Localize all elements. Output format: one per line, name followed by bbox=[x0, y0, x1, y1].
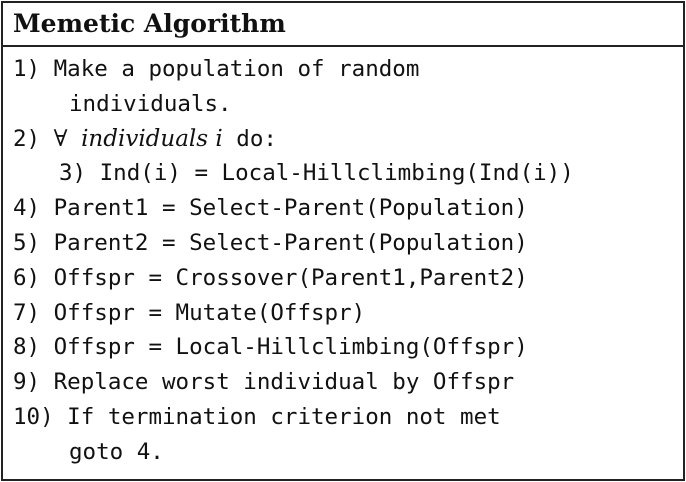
algorithm-title: Memetic Algorithm bbox=[13, 9, 286, 38]
step-8: 8) Offspr = Local-Hillclimbing(Offspr) bbox=[13, 334, 528, 361]
step-2-prefix: 2) bbox=[13, 125, 54, 152]
step-2-suffix: do: bbox=[222, 125, 277, 152]
step-10-line-2: goto 4. bbox=[69, 438, 164, 465]
step-7: 7) Offspr = Mutate(Offspr) bbox=[13, 299, 366, 326]
step-1-line-1: 1) Make a population of random bbox=[13, 56, 420, 82]
step-3: 3) Ind(i) = Local-Hillclimbing(Ind(i)) bbox=[59, 160, 574, 187]
step-2: 2) ∀ individuals i do: bbox=[3, 122, 574, 157]
forall-symbol: ∀ bbox=[53, 125, 68, 152]
step-1-line-2: individuals. bbox=[69, 90, 232, 117]
title-divider bbox=[3, 45, 683, 47]
step-6: 6) Offspr = Crossover(Parent1,Parent2) bbox=[13, 264, 528, 291]
step-2-iterator: individuals i bbox=[81, 125, 223, 152]
step-4: 4) Parent1 = Select-Parent(Population) bbox=[13, 195, 528, 222]
step-5: 5) Parent2 = Select-Parent(Population) bbox=[13, 229, 528, 256]
step-10-line-1: 10) If termination criterion not met bbox=[13, 403, 501, 430]
step-9: 9) Replace worst individual by Offspr bbox=[13, 369, 515, 396]
algorithm-steps: 1) Make a population of random individua… bbox=[3, 52, 574, 470]
